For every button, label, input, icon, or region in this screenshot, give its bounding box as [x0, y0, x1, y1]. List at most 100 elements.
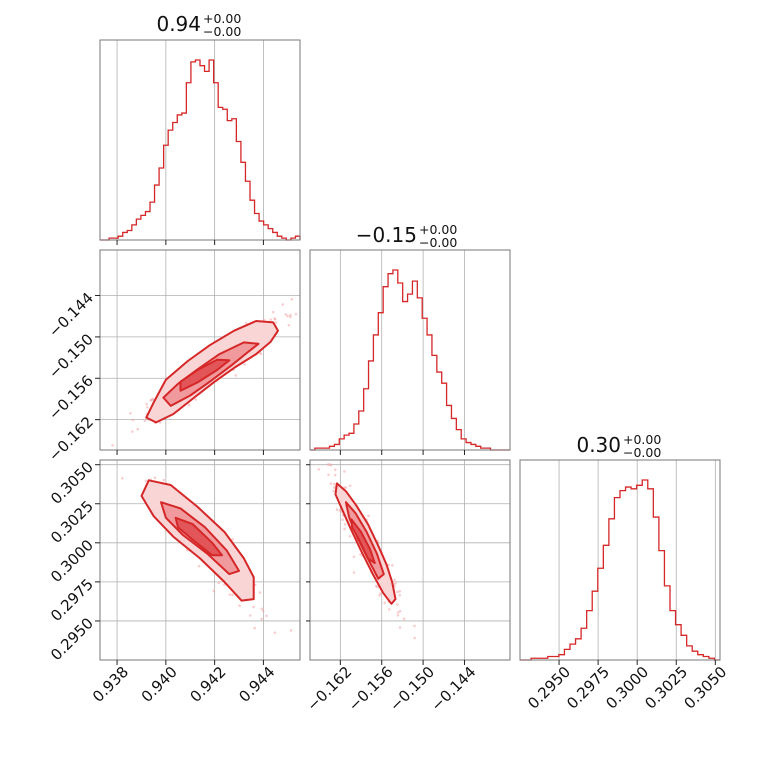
x-tick-label-param-1: 0.940 [138, 663, 181, 706]
sample-point [396, 603, 399, 606]
x-tick-label-param-3: 0.2950 [524, 663, 574, 713]
sample-point [326, 463, 330, 466]
sample-point [341, 518, 344, 521]
sample-point [197, 564, 201, 568]
sample-point [217, 581, 221, 584]
x-tick-label-param-3: 0.2975 [563, 663, 613, 713]
parameter-titles: 0.94 +0.00 −0.00 −0.15 +0.00 −0.00 0.30 … [156, 11, 661, 460]
x-tick-label-param-1: 0.938 [89, 663, 132, 706]
histogram-frame [99, 39, 301, 241]
sample-point [393, 578, 396, 582]
y-tick-label-param-3: 0.2950 [47, 614, 97, 664]
sample-point [396, 611, 400, 614]
x-tick-label-param-2: −0.144 [427, 663, 479, 715]
sample-point [352, 571, 356, 574]
sample-point [398, 626, 402, 629]
x-tick-label-param-1: 0.944 [235, 663, 278, 706]
title-param-1-lower: −0.00 [203, 24, 241, 39]
sample-point [131, 430, 134, 433]
sample-point [243, 363, 246, 366]
scatter-panel-1-3 [95, 459, 301, 665]
x-tick-label-param-2: −0.156 [345, 663, 397, 715]
sample-point [402, 617, 406, 620]
sample-point [272, 310, 275, 314]
sample-point [348, 535, 352, 538]
title-param-2-upper: +0.00 [419, 222, 457, 237]
title-param-2-value: −0.15 [356, 223, 417, 247]
sample-point [344, 486, 348, 489]
sample-point [261, 609, 265, 613]
sample-point [274, 321, 278, 324]
sample-point [151, 397, 155, 401]
sample-point [231, 538, 234, 541]
histogram-frame [519, 459, 721, 661]
title-param-1-upper: +0.00 [203, 11, 241, 26]
sample-point [343, 523, 347, 526]
sample-point [136, 427, 140, 431]
contour-level-3 [179, 358, 231, 392]
sample-point [367, 514, 370, 518]
sample-point [238, 604, 241, 607]
histogram-panel-2 [309, 249, 511, 455]
y-tick-label-param-3: 0.3050 [47, 458, 97, 508]
sample-point [253, 626, 256, 630]
sample-point [378, 594, 381, 597]
sample-point [391, 564, 394, 567]
sample-point [413, 624, 416, 628]
x-tick-label-param-2: −0.150 [386, 663, 438, 715]
sample-point [129, 412, 132, 415]
x-tick-label-param-3: 0.3000 [602, 663, 652, 713]
y-tick-label-param-3: 0.3025 [47, 497, 97, 547]
sample-point [289, 313, 292, 317]
sample-point [231, 593, 234, 597]
sample-point [162, 478, 165, 482]
sample-point [327, 473, 330, 477]
sample-point [375, 585, 379, 589]
sample-point [281, 303, 285, 306]
sample-point [146, 406, 149, 409]
title-param-3-lower: −0.00 [623, 445, 661, 460]
sample-point [333, 486, 336, 489]
histogram-panel-1 [99, 39, 301, 245]
scatter-frame [309, 459, 511, 661]
x-tick-label-param-1: 0.942 [187, 663, 230, 706]
sample-point [383, 601, 387, 605]
y-tick-label-param-2: −0.144 [45, 289, 97, 341]
sample-point [317, 468, 321, 471]
sample-point [265, 614, 268, 618]
histogram-line-param-2 [310, 269, 510, 451]
sample-point [212, 589, 216, 593]
sample-point [289, 315, 292, 319]
sample-point [234, 374, 238, 377]
y-tick-label-param-2: −0.150 [45, 330, 97, 382]
sample-point [286, 314, 289, 318]
sample-point [332, 489, 336, 493]
sample-point [194, 398, 198, 401]
sample-point [153, 476, 157, 480]
sample-point [398, 589, 402, 593]
y-tick-label-param-2: −0.156 [45, 372, 97, 424]
sample-point [143, 419, 147, 423]
y-tick-label-param-2: −0.162 [45, 413, 97, 465]
histogram-line-param-1 [100, 59, 301, 241]
sample-point [149, 399, 153, 402]
sample-point [259, 352, 263, 356]
sample-point [396, 590, 399, 594]
sample-point [329, 482, 333, 485]
sample-point [249, 614, 252, 617]
y-tick-label-param-3: 0.2975 [47, 575, 97, 625]
sample-point [144, 479, 148, 483]
sample-point [262, 318, 266, 322]
sample-point [398, 609, 402, 613]
sample-point [228, 593, 232, 596]
sample-point [413, 636, 416, 640]
sample-point [287, 324, 291, 327]
sample-point [289, 629, 293, 632]
sample-point [343, 470, 346, 473]
contour-level-3 [174, 516, 223, 557]
sample-point [284, 313, 288, 316]
sample-point [244, 321, 248, 325]
sample-point [273, 317, 276, 320]
sample-point [111, 444, 114, 447]
x-tick-label-param-3: 0.3050 [680, 663, 730, 713]
